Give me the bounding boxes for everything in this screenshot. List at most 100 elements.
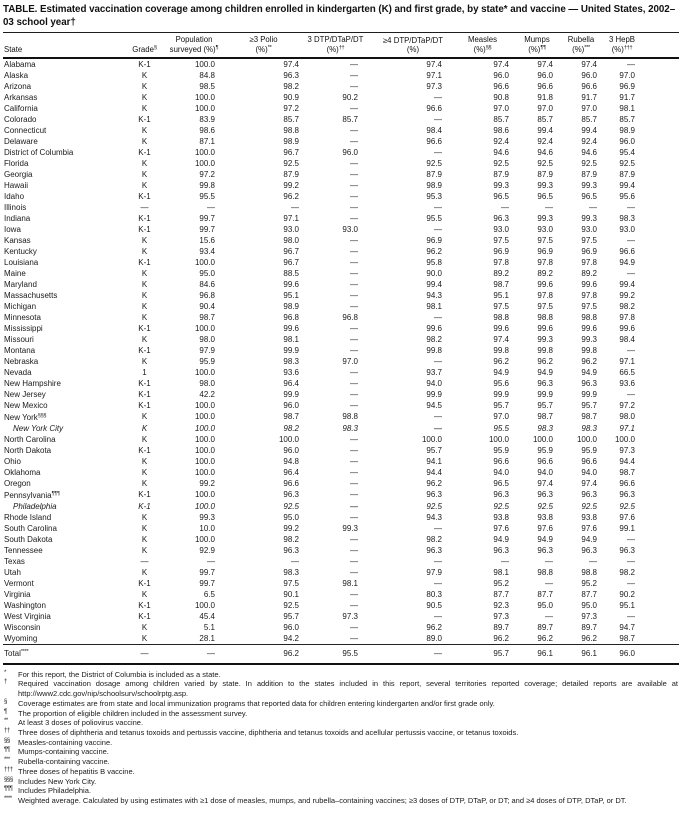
value-cell: — xyxy=(350,378,358,388)
value-cell: 94.1 xyxy=(426,456,442,466)
value-cell: — xyxy=(350,334,358,344)
state-cell: Vermont xyxy=(4,578,34,588)
value-cell: 95.0 xyxy=(581,600,597,610)
value-cell: — xyxy=(545,578,553,588)
value-cell: 100.0 xyxy=(194,367,215,377)
value-cell: — xyxy=(350,70,358,80)
value-cell: 98.3 xyxy=(581,423,597,433)
value-cell: 96.9 xyxy=(581,246,597,256)
state-cell: Arkansas xyxy=(4,92,38,102)
value-cell: — xyxy=(589,556,597,566)
value-cell: 92.4 xyxy=(581,136,597,146)
value-cell: 95.7 xyxy=(537,400,553,410)
value-cell: 97.5 xyxy=(493,235,509,245)
value-cell: 95.7 xyxy=(493,400,509,410)
value-cell: 90.4 xyxy=(199,301,215,311)
value-cell: 93.0 xyxy=(342,224,358,234)
grade-cell: K xyxy=(141,622,148,632)
value-cell: 99.6 xyxy=(283,279,299,289)
grade-cell: K xyxy=(141,567,148,577)
table-row: Mississippi K-1 100.0 99.6 — 99.6 99.6 99.6 99.6… xyxy=(3,323,679,334)
footnote: † Required vaccination dosage among child… xyxy=(3,679,678,698)
value-cell: 98.0 xyxy=(199,378,215,388)
value-cell: 99.4 xyxy=(619,279,635,289)
value-cell: 96.4 xyxy=(283,378,299,388)
state-cell: Mississippi xyxy=(4,323,43,333)
table-row: Arkansas K 100.0 90.9 90.2 — 90.8 91.8 91.7 91.7 xyxy=(3,92,679,103)
value-cell: — xyxy=(350,600,358,610)
grade-cell: K-1 xyxy=(138,147,151,157)
column-header-population: Population surveyed (%)¶ xyxy=(168,32,222,59)
table-row: Delaware K 87.1 98.9 — 96.6 92.4 92.4 92.4 96.0 xyxy=(3,136,679,147)
value-cell: 97.0 xyxy=(493,103,509,113)
value-cell: 97.4 xyxy=(537,59,553,69)
value-cell: 96.9 xyxy=(493,246,509,256)
value-cell: 87.9 xyxy=(493,169,509,179)
state-cell: Idaho xyxy=(4,191,25,201)
value-cell: — xyxy=(350,103,358,113)
value-cell: 87.9 xyxy=(619,169,635,179)
value-cell: 87.7 xyxy=(493,589,509,599)
value-cell: 97.9 xyxy=(199,345,215,355)
value-cell: 80.3 xyxy=(426,589,442,599)
value-cell: — xyxy=(350,622,358,632)
table-body: Alabama K-1 100.0 97.4—97.4 97.4 97.4 97.4— Ala… xyxy=(3,58,679,664)
value-cell: 97.5 xyxy=(537,235,553,245)
state-cell: Illinois xyxy=(4,202,27,212)
value-cell: 93.4 xyxy=(199,246,215,256)
table-title: TABLE. Estimated vaccination coverage am… xyxy=(3,4,676,28)
value-cell: 95.2 xyxy=(581,578,597,588)
value-cell: 99.3 xyxy=(199,512,215,522)
value-cell: — xyxy=(434,556,442,566)
state-cell: Maine xyxy=(4,268,26,278)
value-cell: 100.0 xyxy=(614,434,635,444)
value-cell: 97.4 xyxy=(426,59,442,69)
value-cell: 96.7 xyxy=(283,147,299,157)
table-row: Utah K 99.7 98.3 — 97.9 98.1 98.8 98.8 98.2 xyxy=(3,567,679,578)
state-cell: New Mexico xyxy=(4,400,48,410)
footnote-text: Weighted average. Calculated by using es… xyxy=(18,795,627,805)
grade-cell: K-1 xyxy=(138,191,151,201)
value-cell: — xyxy=(545,556,553,566)
table-row: Texas — — — — — — — — — xyxy=(3,556,679,567)
value-cell: 96.3 xyxy=(426,490,442,500)
grade-cell: K xyxy=(141,279,148,289)
value-cell: 98.4 xyxy=(619,334,635,344)
value-cell: — xyxy=(350,268,358,278)
state-cell: Wyoming xyxy=(4,633,38,643)
value-cell: 100.0 xyxy=(194,445,215,455)
value-cell: 99.7 xyxy=(199,213,215,223)
value-cell: — xyxy=(168,643,222,664)
value-cell: 100.0 xyxy=(278,434,299,444)
value-cell: 97.4 xyxy=(581,478,597,488)
value-cell: 85.7 xyxy=(283,114,299,124)
grade-cell: — xyxy=(140,202,149,212)
value-cell: 94.0 xyxy=(537,467,553,477)
table-row: South Dakota K 100.0 98.2 — 98.2 94.9 94.9 94.9 — xyxy=(3,534,679,545)
value-cell: — xyxy=(350,279,358,289)
table-row: Wisconsin K 5.1 96.0 — 96.2 89.7 89.7 89.7 94.7 xyxy=(3,622,679,633)
value-cell: 98.2 xyxy=(426,534,442,544)
value-cell: — xyxy=(350,81,358,91)
state-cell: Nebraska xyxy=(4,356,39,366)
value-cell: 89.2 xyxy=(581,268,597,278)
value-cell: — xyxy=(350,345,358,355)
value-cell: 99.9 xyxy=(493,389,509,399)
value-cell: 96.2 xyxy=(493,633,509,643)
value-cell: 96.6 xyxy=(426,103,442,113)
value-cell: — xyxy=(545,202,553,212)
value-cell: 99.6 xyxy=(426,323,442,333)
value-cell: 99.8 xyxy=(537,345,553,355)
value-cell: — xyxy=(350,136,358,146)
value-cell: — xyxy=(350,367,358,377)
column-header-rubella: Rubella (%)*** xyxy=(559,32,603,59)
footnote-text: At least 3 doses of poliovirus vaccine. xyxy=(18,718,144,728)
grade-cell: K xyxy=(141,92,148,102)
value-cell: 92.9 xyxy=(199,545,215,555)
value-cell: 88.5 xyxy=(283,268,299,278)
value-cell: 97.0 xyxy=(581,103,597,113)
value-cell: 100.0 xyxy=(194,92,215,102)
value-cell: 94.5 xyxy=(426,400,442,410)
value-cell: 96.6 xyxy=(619,478,635,488)
value-cell: 96.8 xyxy=(342,312,358,322)
